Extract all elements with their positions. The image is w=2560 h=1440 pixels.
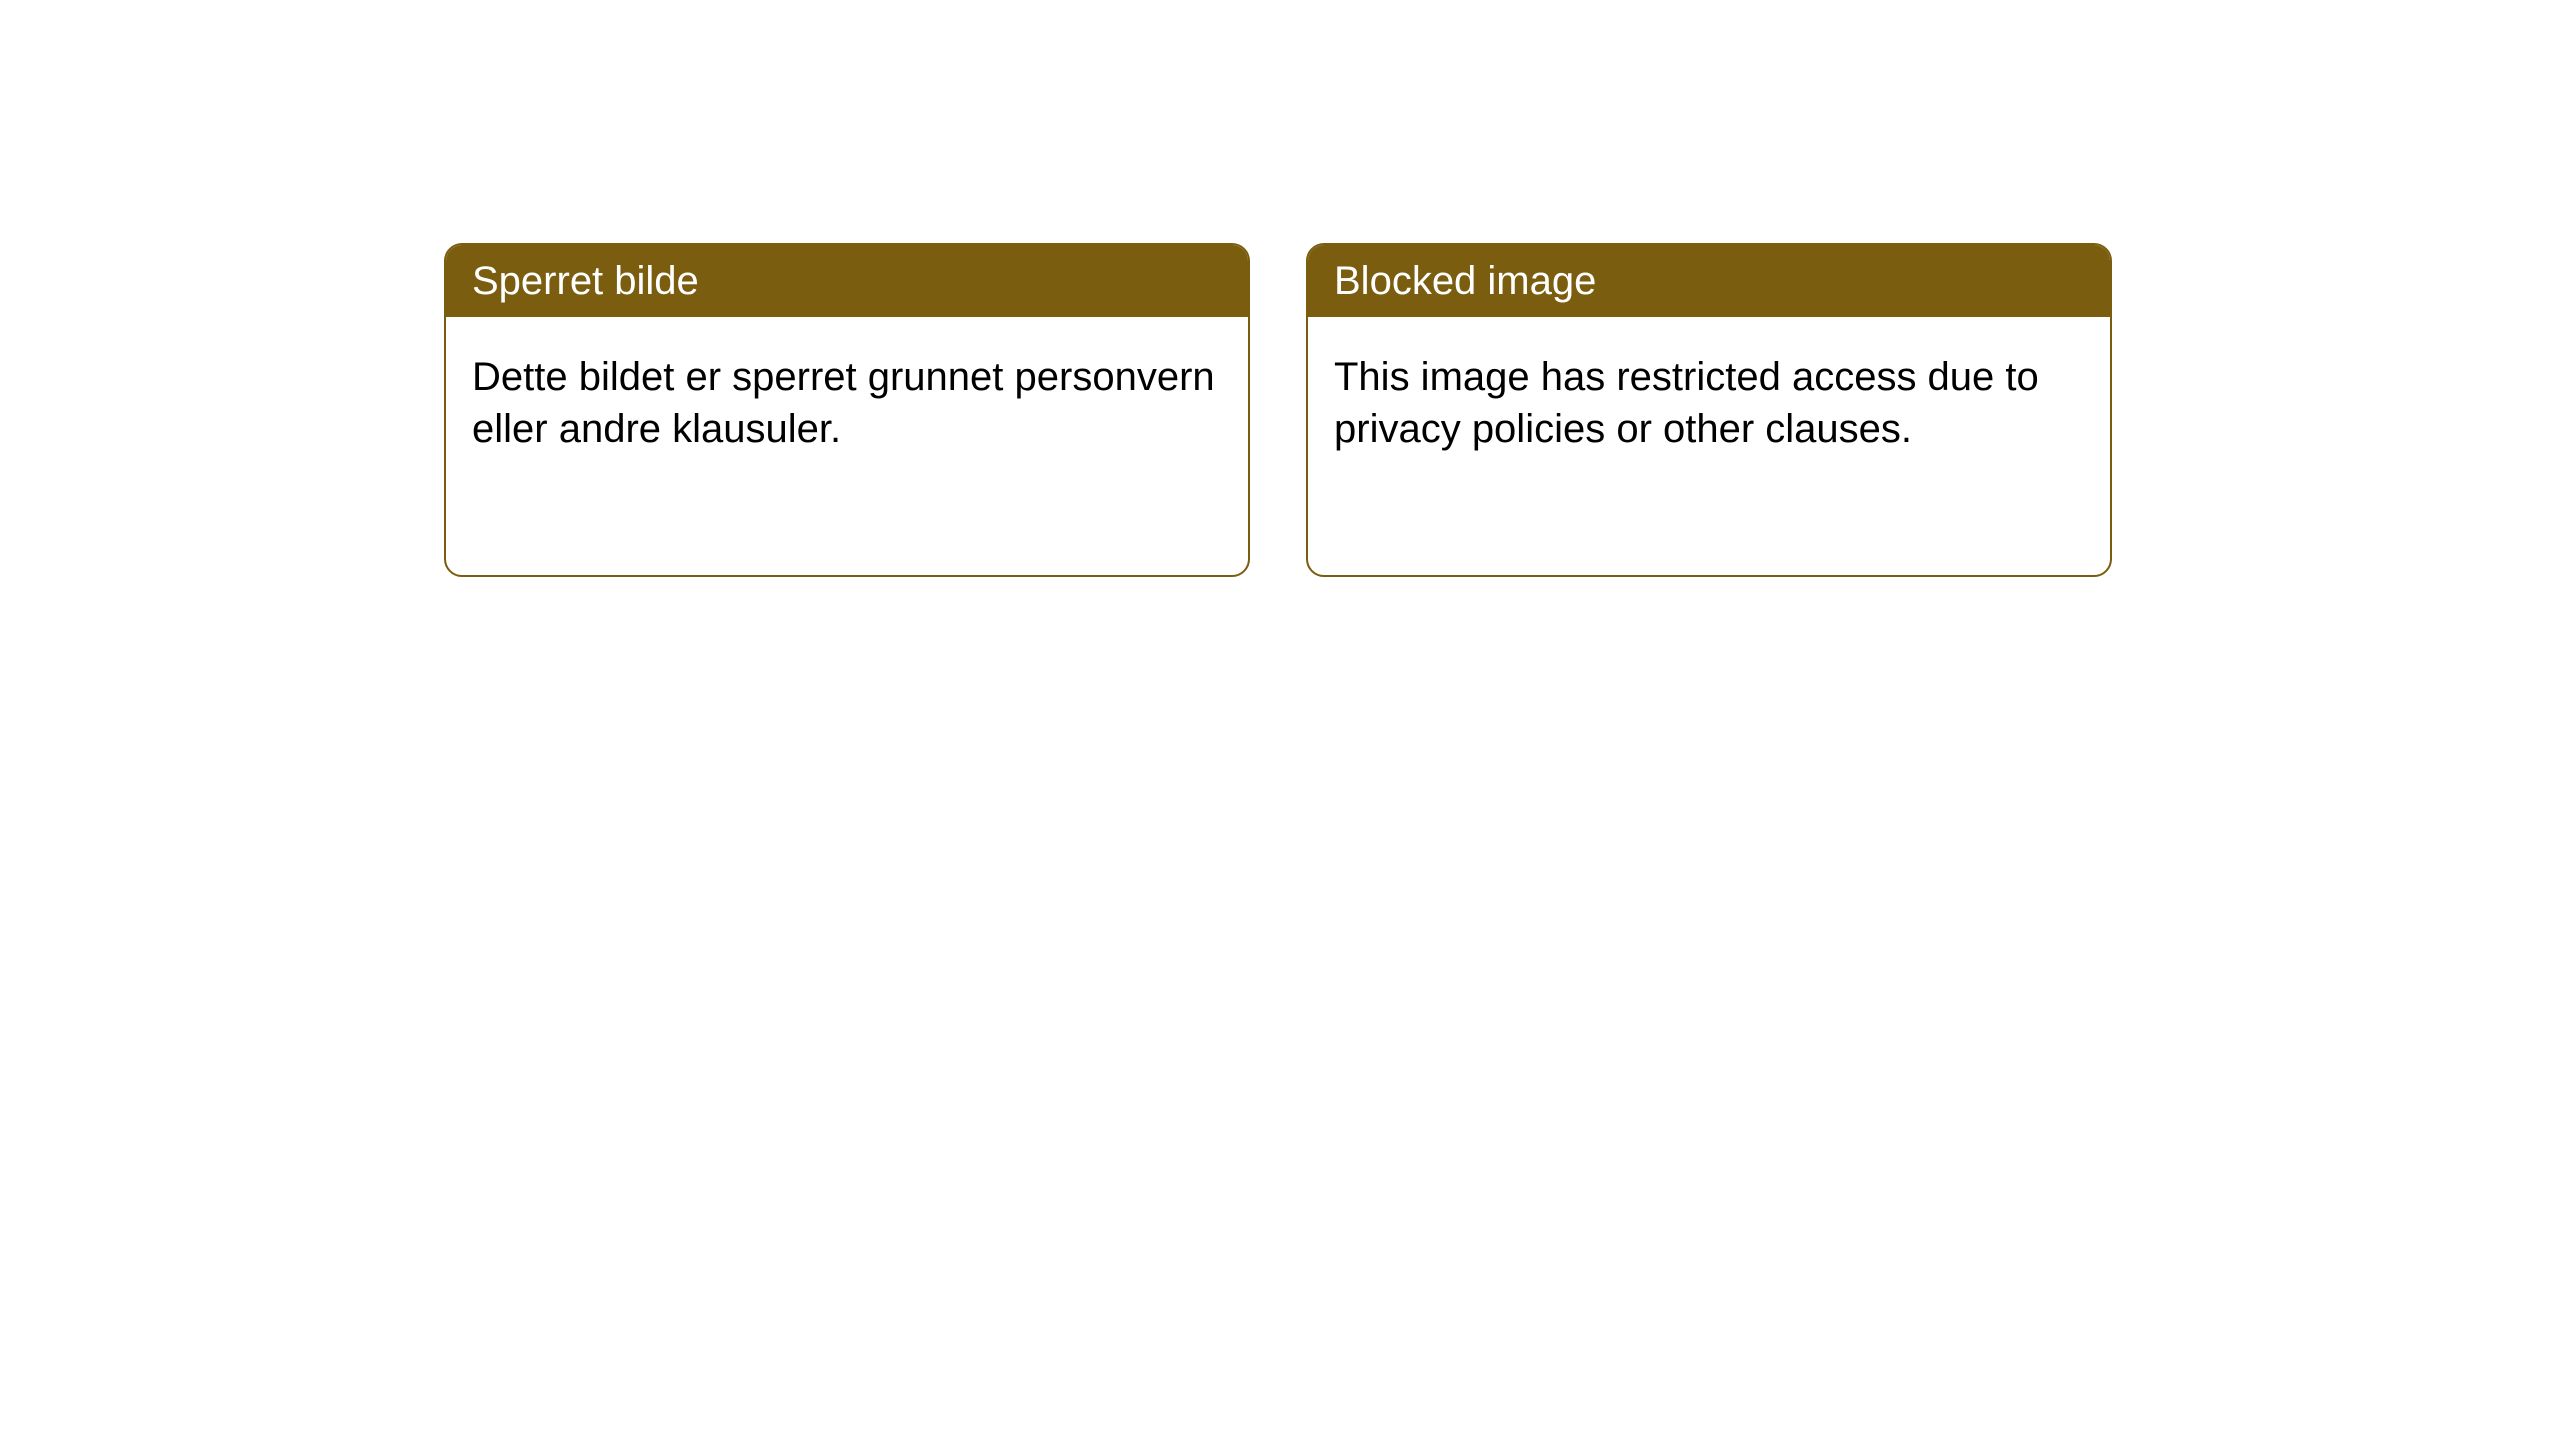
card-body: Dette bildet er sperret grunnet personve… (446, 317, 1248, 489)
card-body-text: Dette bildet er sperret grunnet personve… (472, 355, 1215, 451)
notice-card-english: Blocked image This image has restricted … (1306, 243, 2112, 577)
card-title: Sperret bilde (472, 259, 699, 303)
card-header: Blocked image (1308, 245, 2110, 317)
notice-cards-container: Sperret bilde Dette bildet er sperret gr… (0, 0, 2560, 577)
card-body: This image has restricted access due to … (1308, 317, 2110, 489)
card-header: Sperret bilde (446, 245, 1248, 317)
card-title: Blocked image (1334, 259, 1596, 303)
card-body-text: This image has restricted access due to … (1334, 355, 2039, 451)
notice-card-norwegian: Sperret bilde Dette bildet er sperret gr… (444, 243, 1250, 577)
